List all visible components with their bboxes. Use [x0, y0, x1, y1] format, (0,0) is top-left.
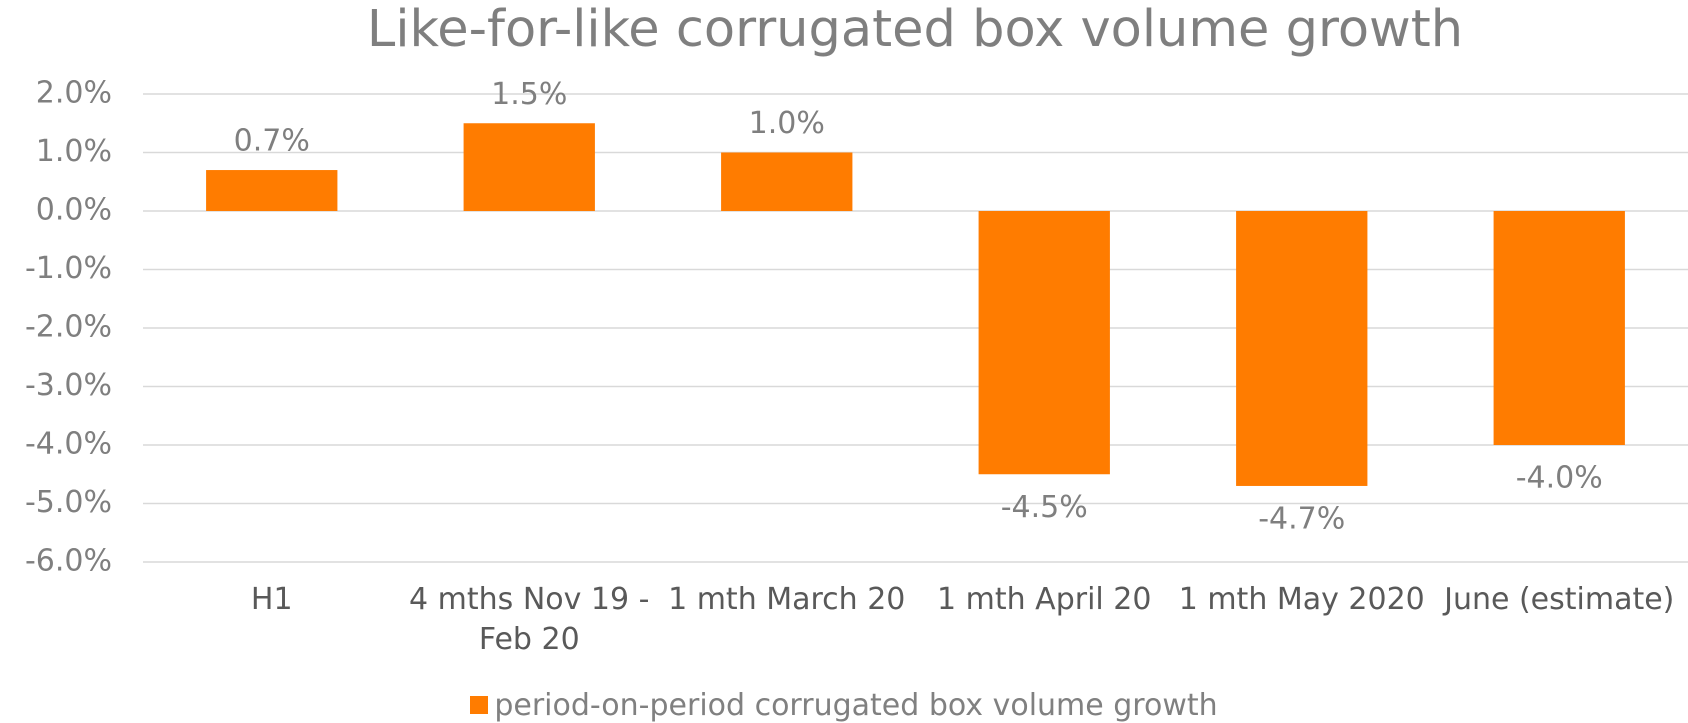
y-tick-label: 0.0% — [36, 193, 112, 228]
x-tick-label: 1 mth March 20 — [668, 582, 906, 617]
legend-label: period-on-period corrugated box volume g… — [494, 688, 1218, 723]
data-label: 1.0% — [749, 106, 825, 141]
legend-swatch — [470, 696, 489, 714]
legend: period-on-period corrugated box volume g… — [0, 688, 1688, 723]
y-tick-label: -1.0% — [25, 251, 112, 286]
bar — [1493, 211, 1625, 445]
y-tick-label: -6.0% — [25, 544, 112, 579]
y-tick-label: -3.0% — [25, 368, 112, 403]
y-tick-label: 2.0% — [36, 76, 112, 111]
x-tick-label: H1 — [250, 582, 293, 617]
y-tick-label: 1.0% — [36, 134, 112, 169]
y-tick-label: -2.0% — [25, 310, 112, 345]
data-label: -4.0% — [1516, 461, 1603, 496]
x-tick-label: June (estimate) — [1444, 582, 1675, 617]
y-tick-label: -5.0% — [25, 485, 112, 520]
y-tick-label: -4.0% — [25, 427, 112, 462]
data-label: 0.7% — [234, 124, 310, 159]
x-tick-label: 1 mth April 20 — [937, 582, 1152, 617]
bar — [1236, 211, 1368, 486]
x-tick-label: 4 mths Nov 19 - Feb 20 — [409, 582, 650, 657]
data-label: -4.7% — [1258, 501, 1345, 536]
chart-title: Like-for-like corrugated box volume grow… — [367, 0, 1463, 59]
x-tick-label: 1 mth May 2020 — [1178, 582, 1425, 617]
data-label: -4.5% — [1001, 490, 1088, 525]
bar — [978, 211, 1110, 475]
bar — [206, 170, 338, 211]
bar — [721, 152, 853, 211]
data-label: 1.5% — [491, 77, 567, 112]
bar — [463, 123, 595, 211]
